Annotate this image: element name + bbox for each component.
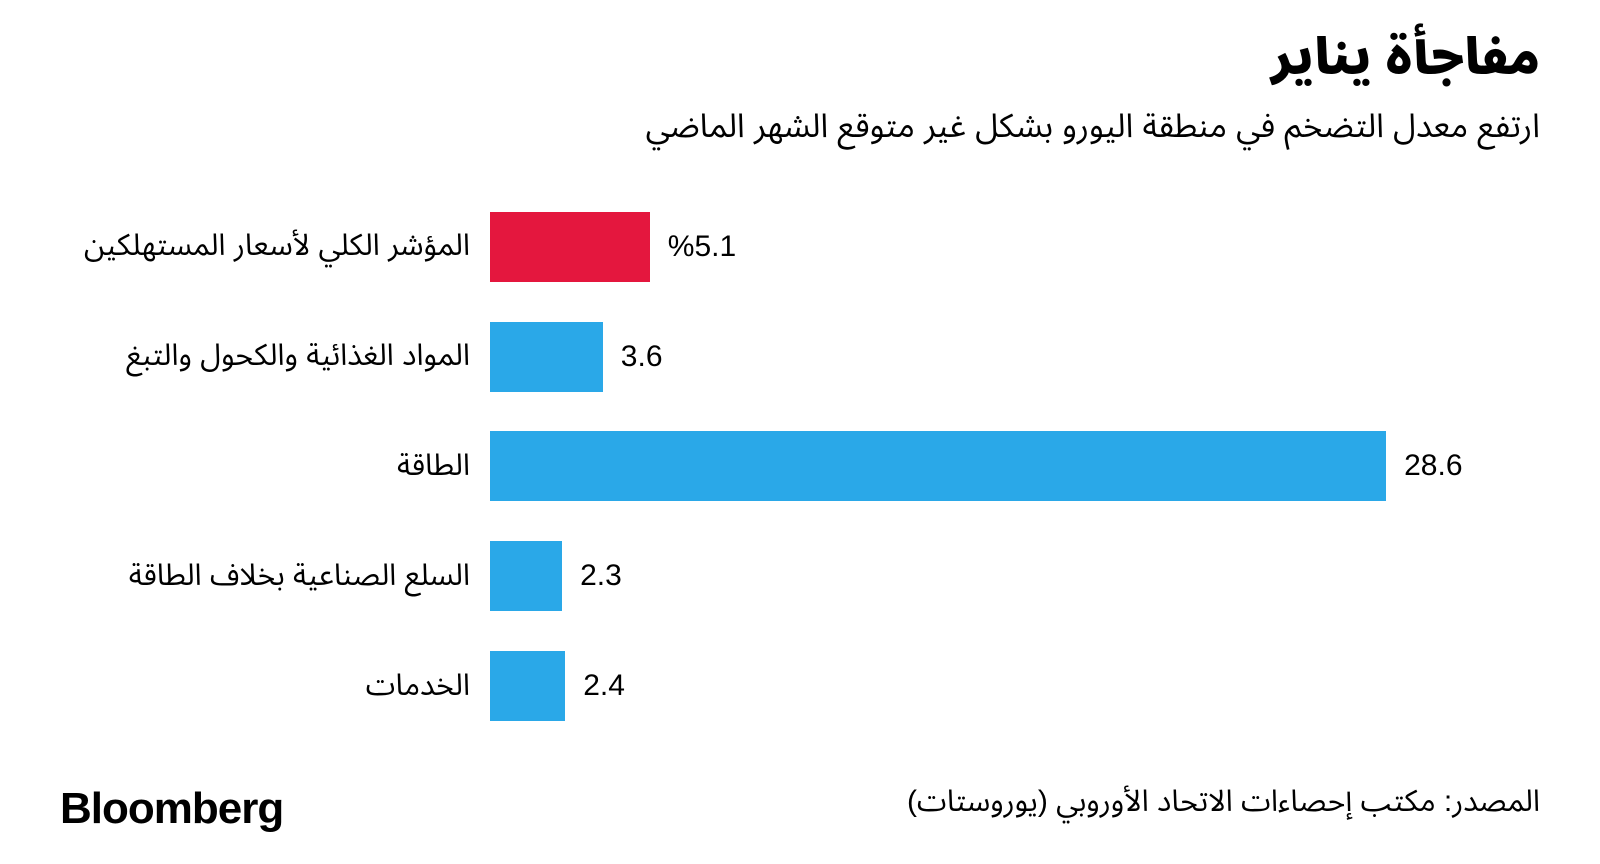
source-label: المصدر: مكتب إحصاءات الاتحاد الأوروبي (ي… <box>907 771 1540 834</box>
bar <box>490 212 650 282</box>
category-label: السلع الصناعية بخلاف الطاقة <box>60 545 490 608</box>
bar <box>490 431 1386 501</box>
chart-row: المؤشر الكلي لأسعار المستهلكين %5.1 <box>60 202 1540 292</box>
category-label: المؤشر الكلي لأسعار المستهلكين <box>60 215 490 278</box>
chart-container: مفاجأة يناير ارتفع معدل التضخم في منطقة … <box>0 0 1600 864</box>
chart-row: الطاقة 28.6 <box>60 421 1540 511</box>
category-label: المواد الغذائية والكحول والتبغ <box>60 325 490 388</box>
value-label: 2.4 <box>583 669 625 703</box>
bar-chart: المؤشر الكلي لأسعار المستهلكين %5.1 المو… <box>60 192 1540 741</box>
chart-row: الخدمات 2.4 <box>60 641 1540 731</box>
brand-label: Bloomberg <box>60 784 283 834</box>
bar-area: 3.6 <box>490 322 1540 392</box>
value-label: 2.3 <box>580 559 622 593</box>
value-label: 28.6 <box>1404 449 1462 483</box>
bar <box>490 541 562 611</box>
value-label: %5.1 <box>668 230 736 264</box>
bar-area: 2.3 <box>490 541 1540 611</box>
chart-row: السلع الصناعية بخلاف الطاقة 2.3 <box>60 531 1540 621</box>
chart-title: مفاجأة يناير <box>60 30 1540 85</box>
bar-area: %5.1 <box>490 212 1540 282</box>
category-label: الطاقة <box>60 435 490 498</box>
bar <box>490 322 603 392</box>
chart-footer: Bloomberg المصدر: مكتب إحصاءات الاتحاد ا… <box>60 771 1540 834</box>
bar-area: 28.6 <box>490 431 1540 501</box>
bar <box>490 651 565 721</box>
value-label: 3.6 <box>621 340 663 374</box>
chart-subtitle: ارتفع معدل التضخم في منطقة اليورو بشكل غ… <box>60 93 1540 162</box>
bar-area: 2.4 <box>490 651 1540 721</box>
category-label: الخدمات <box>60 655 490 718</box>
chart-row: المواد الغذائية والكحول والتبغ 3.6 <box>60 312 1540 402</box>
